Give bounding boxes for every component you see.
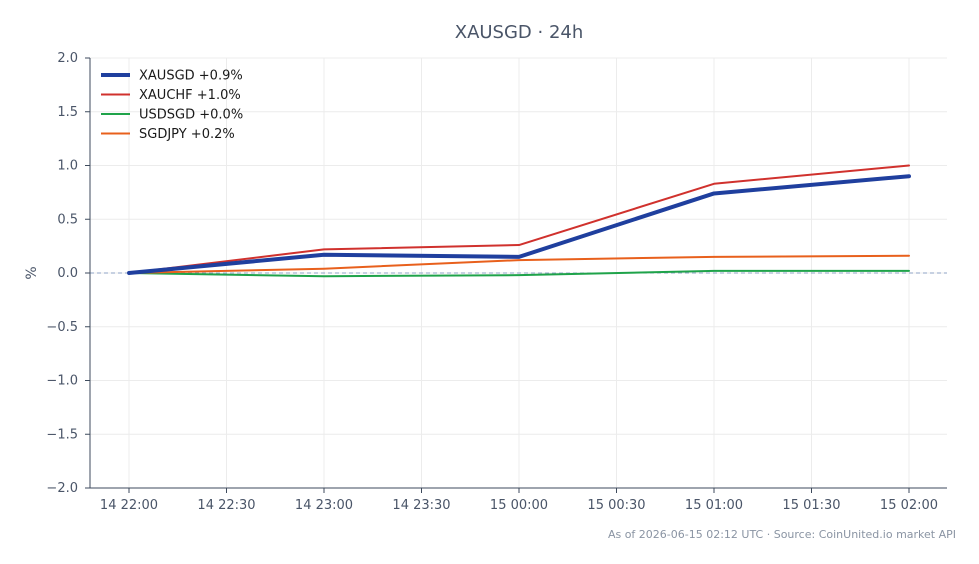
series-line-3 <box>128 269 910 278</box>
series-line-1 <box>127 174 911 275</box>
grid-lines <box>90 57 947 489</box>
x-tick-label: 14 23:30 <box>392 498 450 513</box>
y-tick-label: 0.5 <box>57 212 78 227</box>
y-tick-label: −1.5 <box>46 427 78 442</box>
y-tick-label: 2.0 <box>57 51 78 66</box>
series-line-4 <box>128 254 910 274</box>
x-tick-label: 14 22:00 <box>100 498 158 513</box>
x-tick-label: 15 00:30 <box>587 498 645 513</box>
y-tick-label: 0.0 <box>57 266 78 281</box>
legend-label: XAUSGD +0.9% <box>139 69 243 84</box>
chart-title: XAUSGD · 24h <box>455 22 584 43</box>
source-footnote: As of 2026-06-15 02:12 UTC · Source: Coi… <box>607 528 956 541</box>
y-tick-label: −1.0 <box>46 374 78 389</box>
x-tick-label: 14 22:30 <box>197 498 255 513</box>
y-axis-label: % <box>24 266 40 279</box>
x-tick-label: 15 01:30 <box>782 498 840 513</box>
series-line-2 <box>128 164 910 274</box>
data-series <box>127 164 911 278</box>
y-tick-label: −0.5 <box>46 320 78 335</box>
x-tick-label: 15 00:00 <box>490 498 548 513</box>
legend-label: USDSGD +0.0% <box>139 108 243 123</box>
legend: XAUSGD +0.9% XAUCHF +1.0% USDSGD +0.0% SGDJ… <box>101 69 243 142</box>
x-tick-label: 15 01:00 <box>685 498 743 513</box>
axes: 2.0 1.5 1.0 0.5 0.0 −0.5 −1.0 −1.5 −2.0 14 22:00 1… <box>24 51 947 513</box>
y-tick-label: −2.0 <box>46 481 78 496</box>
x-tick-label: 14 23:00 <box>295 498 353 513</box>
y-tick-label: 1.5 <box>57 105 78 120</box>
legend-label: SGDJPY +0.2% <box>139 127 235 142</box>
x-tick-label: 15 02:00 <box>880 498 938 513</box>
legend-label: XAUCHF +1.0% <box>139 88 241 103</box>
y-tick-label: 1.0 <box>57 159 78 174</box>
